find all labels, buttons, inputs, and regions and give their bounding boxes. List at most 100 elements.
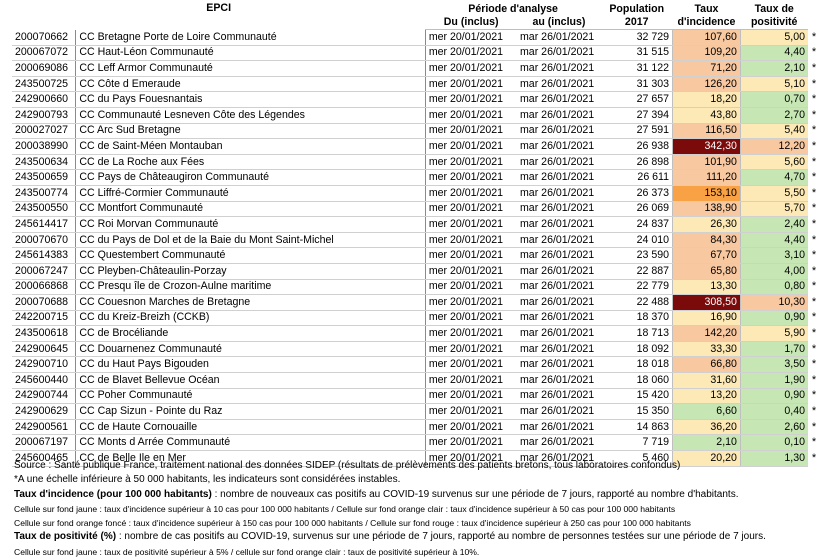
positivity-cell: 2,10: [739, 60, 808, 77]
period-from-cell: mer 20/01/2021: [425, 185, 517, 202]
population-cell: 26 898: [600, 154, 673, 171]
epci-name-cell: CC Poher Communauté: [75, 388, 426, 405]
positivity-cell: 2,60: [739, 419, 808, 436]
period-to-cell: mar 26/01/2021: [516, 310, 601, 327]
positivity-cell: 5,50: [739, 185, 808, 202]
epci-name-cell: CC Presqu île de Crozon-Aulne maritime: [75, 279, 426, 296]
epci-code-cell: 242900629: [12, 403, 77, 420]
table-row: 200070670 CC du Pays de Dol et de la Baie…: [12, 232, 820, 249]
table-row: 243500725 CC Côte d Emeraude mer 20/01/202…: [12, 76, 820, 93]
period-from-cell: mer 20/01/2021: [425, 372, 517, 389]
instability-marker: *: [811, 420, 817, 433]
header-positivity-line2: positivité: [740, 16, 808, 30]
positivity-cell: 0,90: [739, 310, 808, 327]
epci-code-cell: 200067247: [12, 263, 77, 280]
period-to-cell: mar 26/01/2021: [516, 169, 601, 186]
positivity-cell: 5,90: [739, 325, 808, 342]
instability-marker: *: [811, 124, 817, 137]
positivity-cell: 5,00: [739, 29, 808, 46]
header-incidence-line2: d'incidence: [672, 16, 741, 30]
positivity-cell: 0,10: [739, 434, 808, 452]
epci-code-cell: 200027027: [12, 123, 77, 140]
instability-marker: *: [811, 217, 817, 230]
header-to: au (inclus): [516, 16, 601, 30]
table-row: 200070662 CC Bretagne Porte de Loire Comm…: [12, 29, 820, 46]
period-from-cell: mer 20/01/2021: [425, 450, 517, 467]
positivity-cell: 4,40: [739, 232, 808, 249]
instability-marker: *: [811, 295, 817, 308]
population-cell: 7 719: [600, 434, 673, 452]
epci-name-cell: CC Arc Sud Bretagne: [75, 123, 426, 140]
instability-marker: *: [811, 30, 817, 43]
epci-code-cell: 200066868: [12, 279, 77, 296]
population-cell: 15 350: [600, 403, 673, 420]
incidence-cell: 33,30: [672, 341, 741, 358]
period-to-cell: mar 26/01/2021: [516, 419, 601, 436]
period-from-cell: mer 20/01/2021: [425, 45, 517, 62]
instability-marker: *: [811, 405, 817, 418]
period-from-cell: mer 20/01/2021: [425, 325, 517, 342]
positivity-cell: 0,80: [739, 279, 808, 296]
period-from-cell: mer 20/01/2021: [425, 294, 517, 311]
source-note: Source : Santé publique France, traiteme…: [14, 460, 681, 471]
epci-name-cell: CC Leff Armor Communauté: [75, 60, 426, 77]
epci-name-cell: CC de Brocéliande: [75, 325, 426, 342]
asterisk-note: *A une échelle inférieure à 50 000 habit…: [14, 474, 401, 486]
table-row: 243500634 CC de La Roche aux Fées mer 20/0…: [12, 154, 820, 171]
instability-marker: *: [811, 61, 817, 74]
positivity-cell: 12,20: [739, 138, 808, 155]
instability-marker: *: [811, 358, 817, 371]
positivity-cell: 3,10: [739, 247, 808, 264]
instability-marker: *: [811, 155, 817, 168]
positivity-definition: Taux de positivité (%) : nombre de cas p…: [14, 530, 814, 544]
positivity-cell: 5,10: [739, 76, 808, 93]
population-cell: 26 938: [600, 138, 673, 155]
epci-code-cell: 242900744: [12, 388, 77, 405]
incidence-cell: 36,20: [672, 419, 741, 436]
epci-code-cell: 200070670: [12, 232, 77, 249]
period-from-cell: mer 20/01/2021: [425, 91, 517, 108]
incidence-cell: 13,20: [672, 388, 741, 405]
period-to-cell: mar 26/01/2021: [516, 434, 601, 452]
population-cell: 18 060: [600, 372, 673, 389]
period-from-cell: mer 20/01/2021: [425, 310, 517, 327]
epci-code-cell: 200067072: [12, 45, 77, 62]
incidence-cell: 116,50: [672, 123, 741, 140]
period-to-cell: mar 26/01/2021: [516, 123, 601, 140]
population-cell: 32 729: [600, 29, 673, 46]
period-to-cell: mar 26/01/2021: [516, 154, 601, 171]
incidence-cell: 107,60: [672, 29, 741, 46]
epci-code-cell: 200069086: [12, 60, 77, 77]
header-positivity-line1: Taux de: [754, 3, 794, 15]
positivity-cell: 4,40: [739, 45, 808, 62]
period-to-cell: mar 26/01/2021: [516, 201, 601, 218]
epci-name-cell: CC Pleyben-Châteaulin-Porzay: [75, 263, 426, 280]
epci-name-cell: CC Montfort Communauté: [75, 201, 426, 218]
positivity-cell: 5,70: [739, 201, 808, 218]
header-from: Du (inclus): [425, 16, 517, 30]
incidence-cell: 138,90: [672, 201, 741, 218]
epci-table: EPCI Période d'analyse Population Taux T…: [12, 2, 820, 467]
table-row: 200069086 CC Leff Armor Communauté mer 20/…: [12, 60, 820, 77]
epci-name-cell: CC du Kreiz-Breizh (CCKB): [75, 310, 426, 327]
positivity-cell: 4,00: [739, 263, 808, 280]
population-cell: 26 373: [600, 185, 673, 202]
population-cell: 31 515: [600, 45, 673, 62]
epci-code-cell: 200070662: [12, 29, 77, 46]
instability-marker: *: [811, 93, 817, 106]
period-from-cell: mer 20/01/2021: [425, 232, 517, 249]
epci-code-cell: 242900645: [12, 341, 77, 358]
positivity-cell: 4,70: [739, 169, 808, 186]
epci-name-cell: CC du Haut Pays Bigouden: [75, 356, 426, 374]
instability-marker: *: [811, 451, 817, 464]
table-row: 243500659 CC Pays de Châteaugiron Communa…: [12, 169, 820, 186]
table-row: 200027027 CC Arc Sud Bretagne mer 20/01/20…: [12, 123, 820, 140]
epci-code-cell: 245614417: [12, 216, 77, 233]
population-cell: 31 122: [600, 60, 673, 77]
epci-code-cell: 243500774: [12, 185, 77, 202]
incidence-cell: 126,20: [672, 76, 741, 93]
positivity-definition-title: Taux de positivité (%): [14, 531, 117, 543]
positivity-cell: 2,70: [739, 107, 808, 124]
table-row: 200066868 CC Presqu île de Crozon-Aulne m…: [12, 279, 820, 296]
epci-name-cell: CC du Pays Fouesnantais: [75, 91, 426, 108]
